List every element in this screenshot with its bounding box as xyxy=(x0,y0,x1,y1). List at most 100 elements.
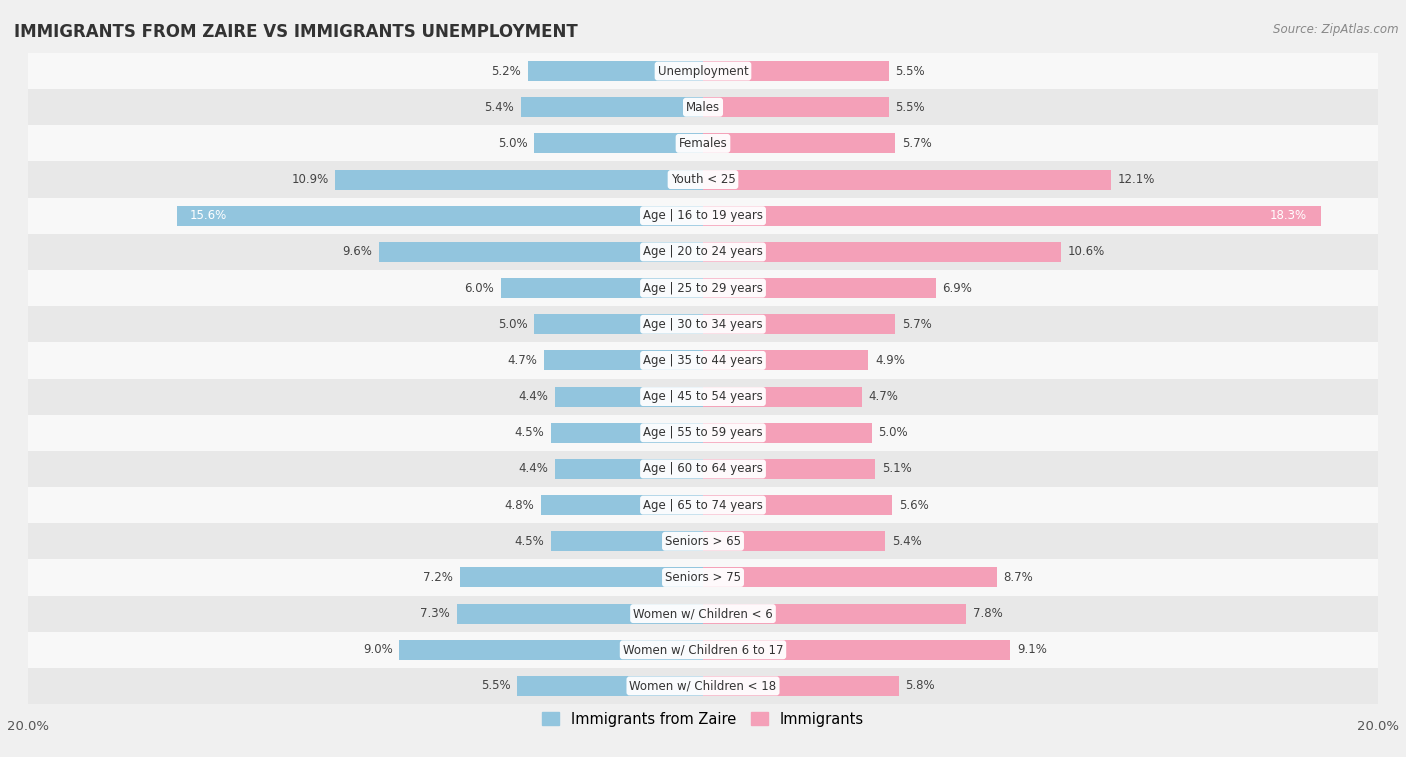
Text: Women w/ Children < 18: Women w/ Children < 18 xyxy=(630,680,776,693)
Text: Seniors > 65: Seniors > 65 xyxy=(665,534,741,548)
Text: 4.7%: 4.7% xyxy=(508,354,537,367)
Bar xyxy=(534,133,703,154)
Bar xyxy=(28,631,1378,668)
Bar xyxy=(703,495,891,515)
Bar xyxy=(457,603,703,624)
Legend: Immigrants from Zaire, Immigrants: Immigrants from Zaire, Immigrants xyxy=(536,706,870,733)
Text: 10.6%: 10.6% xyxy=(1067,245,1105,258)
Bar xyxy=(28,596,1378,631)
Bar xyxy=(703,242,1060,262)
Text: 5.7%: 5.7% xyxy=(903,318,932,331)
Bar xyxy=(703,350,869,370)
Text: 5.0%: 5.0% xyxy=(498,137,527,150)
Text: Unemployment: Unemployment xyxy=(658,64,748,77)
Bar xyxy=(28,668,1378,704)
Text: Age | 60 to 64 years: Age | 60 to 64 years xyxy=(643,463,763,475)
Bar xyxy=(28,126,1378,161)
Bar xyxy=(703,206,1320,226)
Bar xyxy=(517,676,703,696)
Text: 12.1%: 12.1% xyxy=(1118,173,1156,186)
Text: 7.3%: 7.3% xyxy=(420,607,450,620)
Text: 5.2%: 5.2% xyxy=(491,64,520,77)
Text: 6.0%: 6.0% xyxy=(464,282,494,294)
Bar xyxy=(541,495,703,515)
Text: Males: Males xyxy=(686,101,720,114)
Text: Source: ZipAtlas.com: Source: ZipAtlas.com xyxy=(1274,23,1399,36)
Bar xyxy=(28,523,1378,559)
Bar xyxy=(703,640,1010,659)
Text: 7.8%: 7.8% xyxy=(973,607,1002,620)
Text: 6.9%: 6.9% xyxy=(942,282,973,294)
Text: 4.7%: 4.7% xyxy=(869,390,898,403)
Bar xyxy=(501,278,703,298)
Text: 5.0%: 5.0% xyxy=(879,426,908,439)
Text: 4.8%: 4.8% xyxy=(505,499,534,512)
Text: IMMIGRANTS FROM ZAIRE VS IMMIGRANTS UNEMPLOYMENT: IMMIGRANTS FROM ZAIRE VS IMMIGRANTS UNEM… xyxy=(14,23,578,41)
Text: Age | 30 to 34 years: Age | 30 to 34 years xyxy=(643,318,763,331)
Text: Women w/ Children 6 to 17: Women w/ Children 6 to 17 xyxy=(623,643,783,656)
Bar xyxy=(703,568,997,587)
Bar xyxy=(28,161,1378,198)
Text: 5.4%: 5.4% xyxy=(484,101,515,114)
Text: 18.3%: 18.3% xyxy=(1270,209,1308,223)
Text: 7.2%: 7.2% xyxy=(423,571,453,584)
Text: 4.9%: 4.9% xyxy=(875,354,905,367)
Bar xyxy=(554,459,703,479)
Text: 5.0%: 5.0% xyxy=(498,318,527,331)
Text: 5.5%: 5.5% xyxy=(896,64,925,77)
Bar xyxy=(703,61,889,81)
Text: Age | 35 to 44 years: Age | 35 to 44 years xyxy=(643,354,763,367)
Text: 9.0%: 9.0% xyxy=(363,643,392,656)
Bar xyxy=(28,487,1378,523)
Text: Age | 16 to 19 years: Age | 16 to 19 years xyxy=(643,209,763,223)
Bar xyxy=(703,387,862,407)
Bar xyxy=(399,640,703,659)
Bar xyxy=(703,459,875,479)
Bar xyxy=(703,170,1111,189)
Bar xyxy=(28,89,1378,126)
Bar xyxy=(380,242,703,262)
Text: 5.4%: 5.4% xyxy=(891,534,922,548)
Text: Age | 25 to 29 years: Age | 25 to 29 years xyxy=(643,282,763,294)
Bar xyxy=(28,559,1378,596)
Text: Age | 65 to 74 years: Age | 65 to 74 years xyxy=(643,499,763,512)
Bar xyxy=(544,350,703,370)
Text: 4.4%: 4.4% xyxy=(517,463,548,475)
Bar xyxy=(527,61,703,81)
Text: 5.5%: 5.5% xyxy=(481,680,510,693)
Bar xyxy=(28,451,1378,487)
Text: 5.6%: 5.6% xyxy=(898,499,928,512)
Bar xyxy=(28,234,1378,270)
Text: 9.6%: 9.6% xyxy=(343,245,373,258)
Text: 5.5%: 5.5% xyxy=(896,101,925,114)
Bar xyxy=(703,676,898,696)
Bar xyxy=(460,568,703,587)
Text: 5.1%: 5.1% xyxy=(882,463,911,475)
Text: Age | 45 to 54 years: Age | 45 to 54 years xyxy=(643,390,763,403)
Bar xyxy=(28,306,1378,342)
Bar xyxy=(703,98,889,117)
Bar xyxy=(520,98,703,117)
Bar xyxy=(28,53,1378,89)
Bar xyxy=(28,342,1378,378)
Bar xyxy=(177,206,703,226)
Bar xyxy=(28,415,1378,451)
Text: 4.5%: 4.5% xyxy=(515,534,544,548)
Bar xyxy=(28,270,1378,306)
Bar xyxy=(703,133,896,154)
Bar xyxy=(703,531,886,551)
Bar xyxy=(28,378,1378,415)
Text: Youth < 25: Youth < 25 xyxy=(671,173,735,186)
Text: 5.8%: 5.8% xyxy=(905,680,935,693)
Text: 10.9%: 10.9% xyxy=(291,173,329,186)
Text: 9.1%: 9.1% xyxy=(1017,643,1046,656)
Bar xyxy=(554,387,703,407)
Text: Females: Females xyxy=(679,137,727,150)
Bar xyxy=(335,170,703,189)
Bar xyxy=(703,423,872,443)
Text: 5.7%: 5.7% xyxy=(903,137,932,150)
Bar xyxy=(703,603,966,624)
Bar xyxy=(703,314,896,334)
Text: 4.5%: 4.5% xyxy=(515,426,544,439)
Text: 15.6%: 15.6% xyxy=(190,209,228,223)
